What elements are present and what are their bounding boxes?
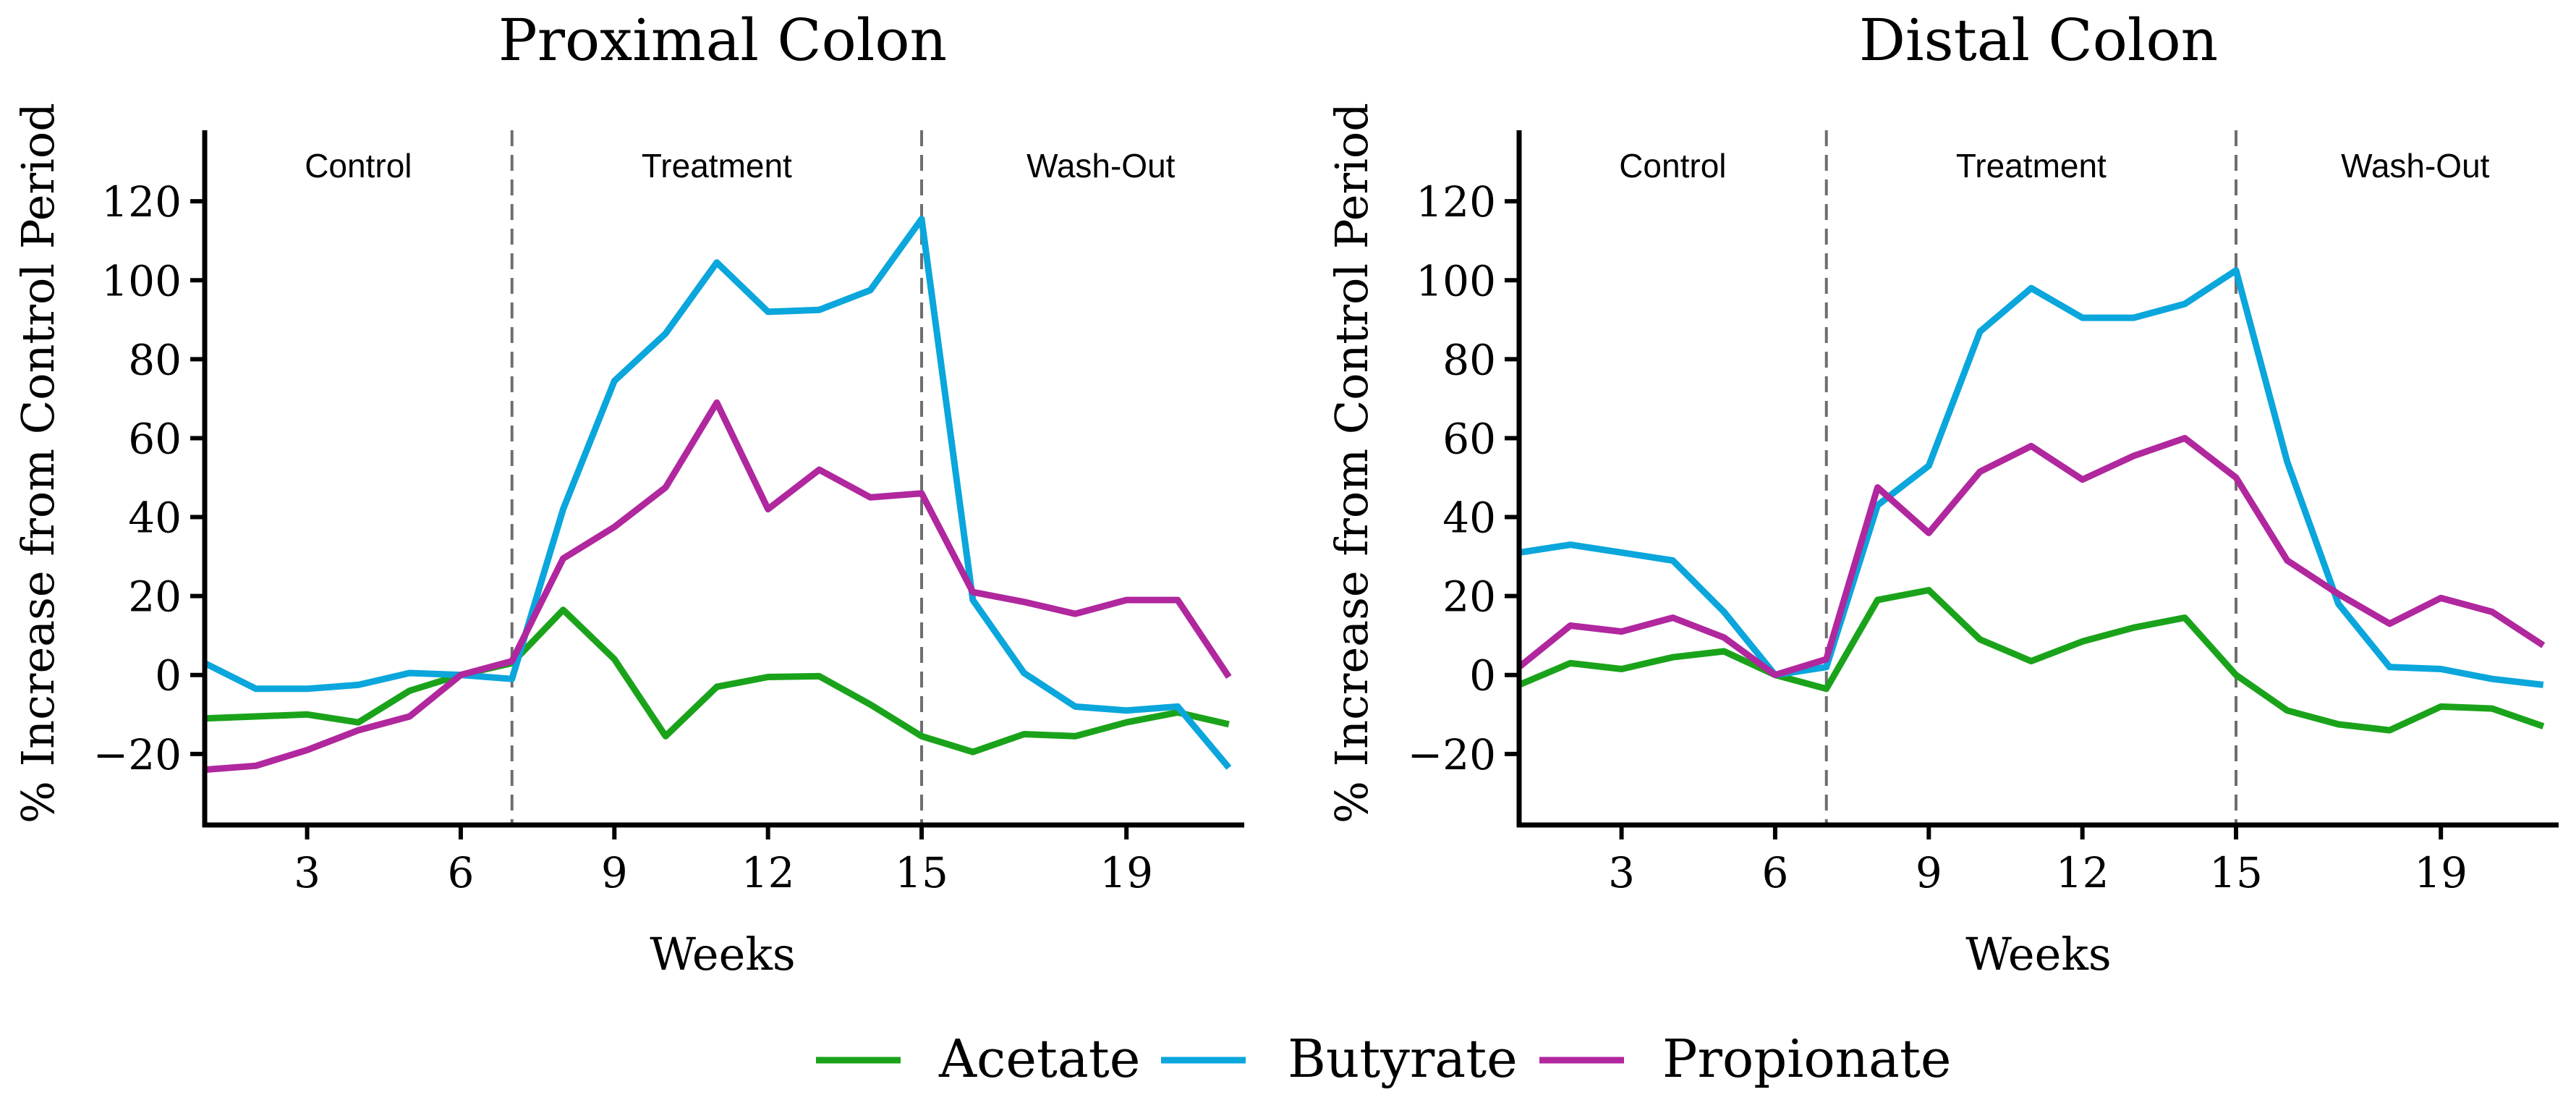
x-tick-label: 9 bbox=[1916, 848, 1942, 897]
y-tick-label: 0 bbox=[1469, 651, 1496, 701]
y-tick-label: 0 bbox=[155, 651, 182, 701]
x-tick-label: 6 bbox=[447, 848, 474, 897]
legend-item-propionate: Propionate bbox=[1539, 1028, 1952, 1089]
legend-label-acetate: Acetate bbox=[938, 1028, 1140, 1089]
x-tick-label: 19 bbox=[2414, 848, 2467, 897]
phase-label: Control bbox=[1619, 147, 1726, 185]
phase-label: Control bbox=[305, 147, 412, 185]
series-line-acetate bbox=[1518, 587, 2545, 734]
series-line-acetate bbox=[204, 606, 1230, 756]
y-tick-label: 80 bbox=[128, 335, 182, 384]
y-axis-label: % Increase from Control Period bbox=[1325, 103, 1378, 824]
x-tick-label: 6 bbox=[1761, 848, 1788, 897]
legend-label-propionate: Propionate bbox=[1662, 1028, 1952, 1089]
y-tick-label: 120 bbox=[1416, 177, 1496, 227]
y-tick-label: 100 bbox=[1416, 256, 1496, 305]
x-axis-label: Weeks bbox=[1965, 928, 2111, 981]
y-tick-label: −20 bbox=[93, 730, 182, 779]
x-tick-label: 12 bbox=[741, 848, 795, 897]
phase-label: Wash-Out bbox=[2341, 147, 2490, 185]
x-tick-label: 15 bbox=[895, 848, 948, 897]
phase-label: Wash-Out bbox=[1026, 147, 1176, 185]
series-line-butyrate bbox=[1518, 267, 2544, 688]
x-tick-label: 19 bbox=[1100, 848, 1153, 897]
chart-title: Distal Colon bbox=[1859, 7, 2218, 74]
panel-proximal-colon: Proximal Colon % Increase from Control P… bbox=[12, 7, 1244, 981]
x-axis-label: Weeks bbox=[650, 928, 795, 981]
y-axis-label: % Increase from Control Period bbox=[12, 103, 64, 824]
panel-distal-colon: Distal Colon % Increase from Control Per… bbox=[1325, 7, 2559, 981]
y-tick-label: −20 bbox=[1408, 730, 1496, 779]
y-tick-label: 20 bbox=[1442, 572, 1496, 622]
x-tick-label: 15 bbox=[2209, 848, 2263, 897]
y-tick-label: 20 bbox=[128, 572, 182, 622]
x-tick-label: 9 bbox=[601, 848, 628, 897]
legend: Acetate Butyrate Propionate bbox=[816, 1028, 1952, 1089]
phase-label: Treatment bbox=[642, 147, 792, 185]
y-tick-label: 60 bbox=[1442, 414, 1496, 463]
x-tick-label: 3 bbox=[1608, 848, 1635, 897]
plot-area: Control Treatment Wash-Out −20 0 20 40 60 80 100 1… bbox=[1408, 130, 2559, 897]
plot-area: Control Treatment Wash-Out −20 0 20 40 60 80 100 1… bbox=[93, 130, 1244, 897]
series-line-propionate bbox=[1517, 435, 2546, 679]
y-tick-label: 80 bbox=[1442, 335, 1496, 384]
series-line-propionate bbox=[204, 399, 1232, 774]
y-tick-label: 40 bbox=[1442, 494, 1496, 543]
y-tick-label: 100 bbox=[101, 256, 182, 305]
series-line-butyrate bbox=[203, 216, 1232, 770]
x-tick-label: 3 bbox=[294, 848, 320, 897]
y-tick-label: 60 bbox=[128, 414, 182, 463]
legend-item-acetate: Acetate bbox=[816, 1028, 1140, 1089]
y-tick-label: 120 bbox=[101, 177, 182, 227]
legend-label-butyrate: Butyrate bbox=[1288, 1028, 1518, 1089]
y-tick-label: 40 bbox=[128, 494, 182, 543]
phase-label: Treatment bbox=[1956, 147, 2107, 185]
x-tick-label: 12 bbox=[2056, 848, 2109, 897]
legend-item-butyrate: Butyrate bbox=[1161, 1028, 1518, 1089]
chart-title: Proximal Colon bbox=[498, 7, 947, 74]
